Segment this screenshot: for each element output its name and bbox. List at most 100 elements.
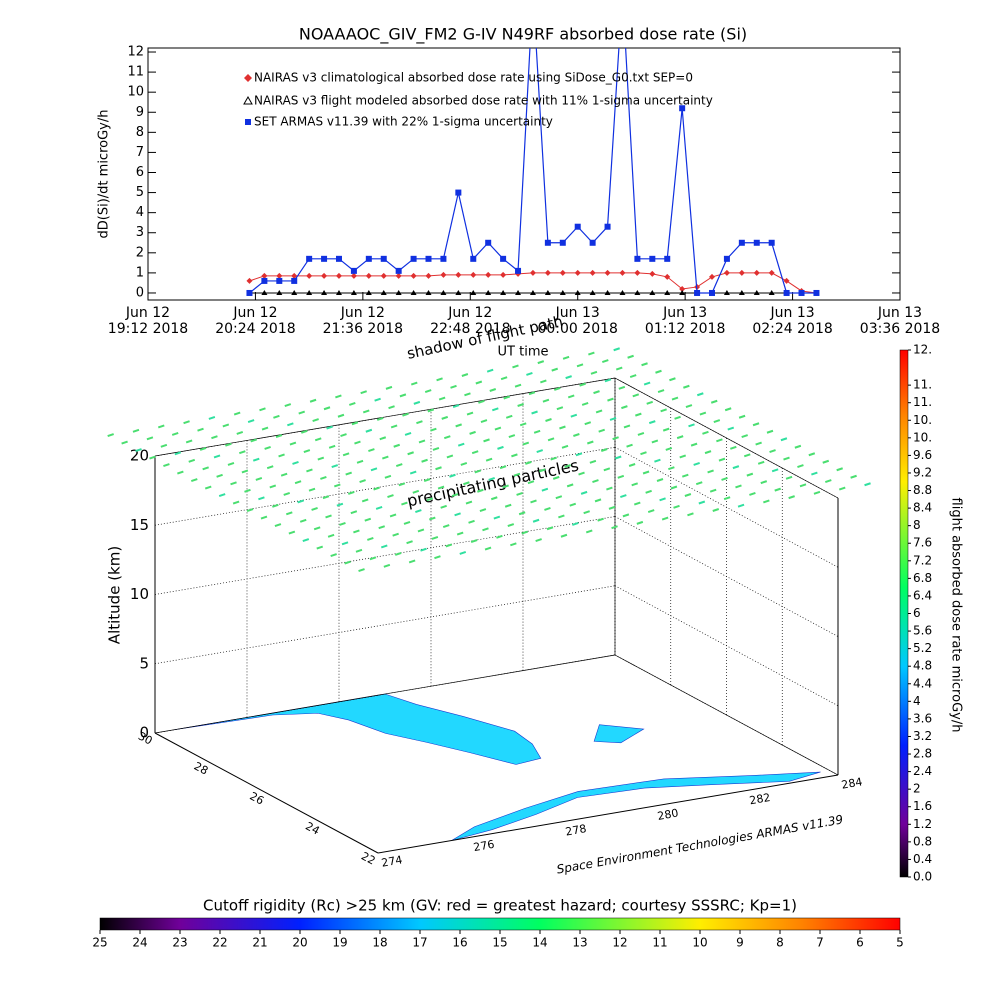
rigidity-mark [617, 474, 625, 479]
rigidity-mark [376, 417, 384, 421]
rigidity-mark [693, 461, 700, 466]
colorbar-tick-label: 11 [652, 936, 667, 950]
rigidity-mark [204, 485, 212, 490]
rigidity-mark [486, 368, 494, 373]
y-tick-label: 26 [248, 790, 266, 808]
rigidity-mark [528, 391, 536, 396]
rigidity-mark [771, 468, 779, 473]
rigidity-mark [627, 354, 634, 359]
rigidity-mark [516, 492, 523, 496]
data-point [410, 272, 417, 279]
rigidity-mark [621, 405, 628, 410]
rigidity-mark [646, 400, 654, 405]
rigidity-mark [661, 516, 669, 521]
colorbar-tick-label: 5.6 [913, 624, 932, 638]
data-point [395, 272, 402, 279]
rigidity-mark [471, 450, 479, 455]
rigidity-mark [730, 445, 737, 450]
data-point [440, 289, 447, 295]
rigidity-mark [609, 416, 617, 421]
rigidity-mark [308, 487, 316, 492]
data-point [500, 289, 507, 295]
rigidity-mark [535, 538, 542, 542]
rigidity-mark [483, 438, 490, 443]
rigidity-mark [353, 529, 360, 534]
x-tick-label: Jun 12 22:48 2018 [430, 305, 510, 337]
rigidity-mark [503, 395, 511, 400]
colorbar [899, 349, 909, 878]
data-point [365, 272, 372, 279]
rigidity-mark [567, 394, 575, 399]
x-tick-label: 280 [656, 806, 679, 822]
rigidity-mark [709, 488, 717, 493]
rigidity-mark [575, 452, 583, 457]
rigidity-mark [590, 370, 598, 375]
rigidity-mark [160, 443, 168, 448]
rigidity-mark [244, 488, 251, 493]
rigidity-mark [183, 420, 190, 425]
y-tick-label: 28 [192, 760, 210, 778]
colorbar-tick-label: 5 [896, 936, 904, 950]
rigidity-mark [466, 411, 474, 416]
x-tick-label: 274 [380, 853, 403, 869]
rigidity-mark [484, 546, 492, 551]
rigidity-mark [395, 463, 403, 467]
rigidity-mark [333, 483, 341, 488]
rigidity-mark [799, 483, 807, 488]
rigidity-mark [252, 457, 260, 462]
rigidity-mark [547, 437, 555, 442]
rigidity-mark [408, 559, 416, 564]
rigidity-mark [157, 424, 165, 429]
rigidity-mark [312, 418, 319, 422]
rigidity-mark [255, 477, 263, 481]
rigidity-mark [774, 487, 782, 492]
rigidity-mark [502, 484, 509, 489]
rigidity-mark [615, 366, 623, 371]
data-point [485, 289, 492, 295]
rigidity-mark [317, 456, 325, 461]
rigidity-mark [813, 490, 821, 495]
rigidity-mark [325, 514, 332, 519]
legend-marker [243, 95, 253, 105]
rigidity-mark [659, 497, 666, 502]
rigidity-mark [507, 523, 515, 527]
rigidity-mark [657, 389, 665, 393]
rigidity-mark [512, 364, 519, 369]
colorbar-label: Cutoff rigidity (Rc) >25 km (GV: red = g… [203, 897, 797, 915]
rigidity-mark [696, 392, 704, 397]
data-point [291, 289, 298, 295]
rigidity-mark [637, 431, 645, 436]
rigidity-mark [190, 478, 198, 483]
rigidity-mark [479, 508, 487, 512]
rigidity-mark [420, 547, 427, 552]
rigidity-mark [525, 460, 532, 465]
rigidity-mark [208, 415, 216, 420]
rigidity-mark [197, 427, 204, 432]
colorbar-tick-label: 8 [913, 518, 921, 532]
rigidity-mark [313, 526, 321, 531]
rigidity-mark [326, 425, 333, 430]
rigidity-mark [716, 438, 723, 443]
rigidity-mark [628, 463, 636, 467]
rigidity-mark [532, 518, 540, 523]
data-point [261, 277, 268, 284]
rigidity-mark [451, 493, 459, 497]
rigidity-mark [687, 512, 694, 517]
rigidity-mark [389, 513, 397, 518]
data-point [529, 289, 536, 295]
rigidity-mark [340, 433, 347, 437]
rigidity-mark [704, 450, 712, 455]
colorbar-tick-label: 12 [612, 936, 627, 950]
rigidity-mark [669, 377, 676, 382]
rigidity-mark [655, 369, 662, 374]
rigidity-mark [743, 453, 751, 458]
rigidity-mark [632, 393, 640, 398]
rigidity-mark [121, 440, 128, 445]
rigidity-mark [266, 465, 274, 470]
rigidity-mark [564, 464, 571, 469]
rigidity-mark [292, 460, 299, 465]
grid-line [154, 446, 616, 526]
rigidity-mark [766, 429, 774, 434]
rigidity-mark [316, 545, 324, 550]
x-tick-label: Jun 13 00:00 2018 [537, 305, 617, 337]
